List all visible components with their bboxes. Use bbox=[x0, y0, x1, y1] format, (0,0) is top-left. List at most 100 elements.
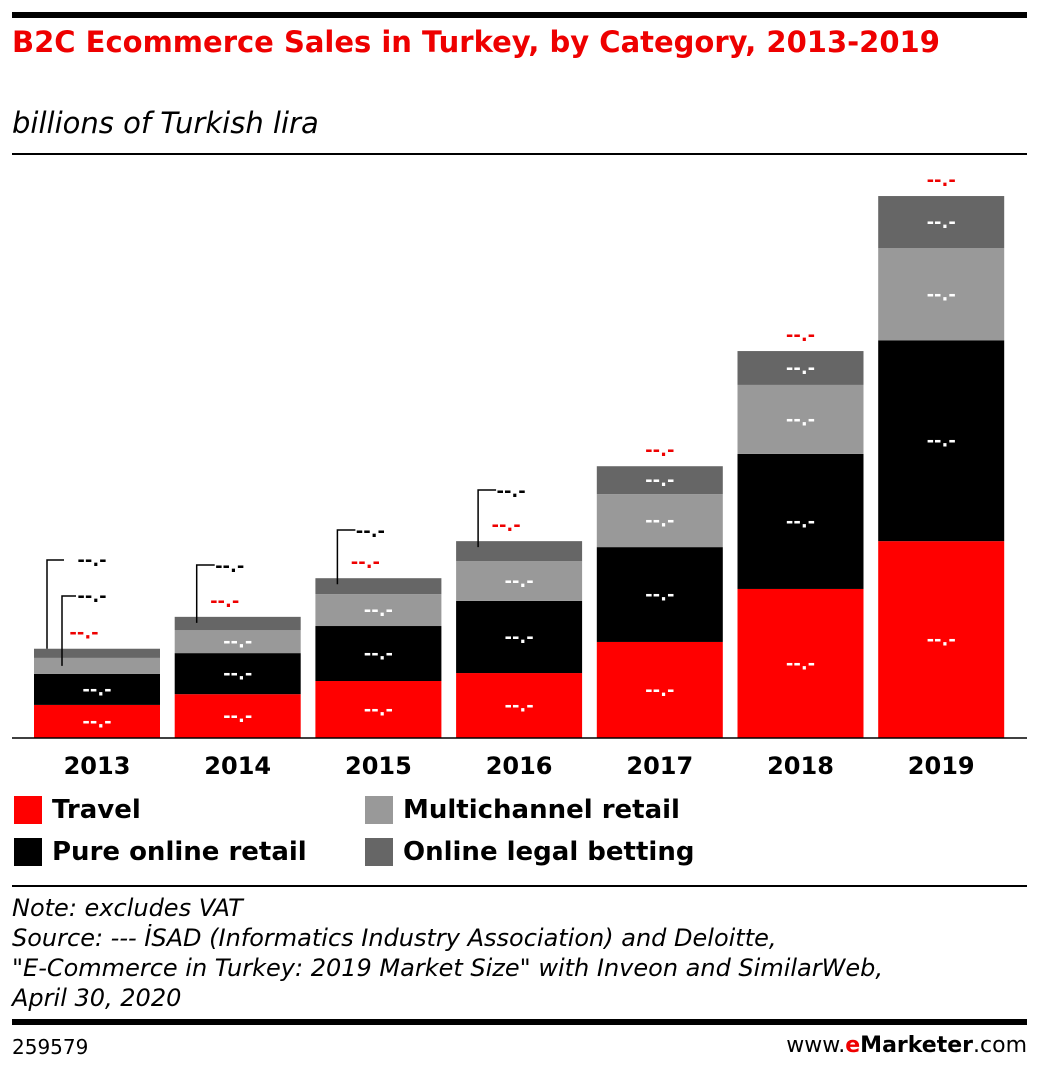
legend-label: Multichannel retail bbox=[403, 795, 680, 825]
bar-multichannel-retail-2016 bbox=[456, 561, 583, 601]
bar-travel-2013 bbox=[34, 704, 160, 738]
bar-pure-online-retail-2015 bbox=[315, 626, 442, 682]
bar-pure-online-retail-2013 bbox=[34, 673, 160, 705]
x-tick-label-2013: 2013 bbox=[64, 752, 131, 780]
callout-line bbox=[61, 595, 76, 666]
data-label-pure-online-retail-2017: --.- bbox=[645, 585, 674, 606]
bar-travel-2016 bbox=[456, 673, 583, 738]
data-label-pure-online-retail-2015: --.- bbox=[364, 644, 393, 665]
bar-pure-online-retail-2017 bbox=[596, 547, 723, 642]
legend-swatch bbox=[365, 796, 393, 824]
bar-pure-online-retail-2014 bbox=[174, 653, 301, 695]
data-label-travel-2013: --.- bbox=[82, 711, 111, 732]
bar-travel-2018 bbox=[737, 588, 864, 738]
bar-online-legal-betting-2017 bbox=[596, 466, 723, 495]
bar-online-legal-betting-2018 bbox=[737, 351, 864, 385]
chart-id: 259579 bbox=[12, 1035, 89, 1059]
data-label-multichannel-retail-2014: --.- bbox=[223, 632, 252, 653]
data-label-total-2019: --.- bbox=[927, 170, 956, 191]
data-label-multichannel-retail-2017: --.- bbox=[645, 511, 674, 532]
data-label-online-legal-betting-2018: --.- bbox=[786, 358, 815, 379]
data-label-travel-2015: --.- bbox=[364, 700, 393, 721]
bar-online-legal-betting-2016 bbox=[456, 541, 583, 562]
bar-multichannel-retail-2014 bbox=[174, 630, 301, 654]
data-label-online-legal-betting-2015: --.- bbox=[356, 521, 385, 542]
data-label-online-legal-betting-2017: --.- bbox=[645, 470, 674, 491]
chart-title: B2C Ecommerce Sales in Turkey, by Catego… bbox=[12, 25, 940, 59]
legend-swatch bbox=[14, 838, 42, 866]
bar-multichannel-retail-2019 bbox=[878, 248, 1005, 341]
legend-swatch bbox=[14, 796, 42, 824]
note: Note: excludes VAT bbox=[12, 894, 243, 922]
legend-item-betting: Online legal betting bbox=[365, 837, 694, 867]
data-label-pure-online-retail-2016: --.- bbox=[504, 627, 533, 648]
stacked-bar-chart: --.- --.- --.- --.- --.- 2013 --.- --.- --.- --.-… bbox=[12, 170, 1027, 780]
title-rule bbox=[12, 153, 1027, 155]
legend-item-pure-online: Pure online retail bbox=[14, 837, 307, 867]
bar-travel-2019 bbox=[878, 541, 1005, 738]
bar-multichannel-retail-2013 bbox=[34, 657, 160, 674]
source-line: Source: --- İSAD (Informatics Industry A… bbox=[12, 924, 777, 952]
notes-rule bbox=[12, 885, 1027, 887]
x-tick-label-2015: 2015 bbox=[345, 752, 412, 780]
bar-pure-online-retail-2019 bbox=[878, 340, 1005, 542]
legend-item-travel: Travel bbox=[14, 795, 141, 825]
legend-label: Pure online retail bbox=[52, 837, 307, 867]
callout-line bbox=[336, 529, 356, 585]
data-label-online-legal-betting-2016: --.- bbox=[496, 481, 525, 502]
x-tick-label-2016: 2016 bbox=[486, 752, 553, 780]
callout-line bbox=[477, 489, 497, 548]
bar-multichannel-retail-2018 bbox=[737, 384, 864, 454]
bar-multichannel-retail-2017 bbox=[596, 494, 723, 548]
data-label-total-2015: --.- bbox=[351, 552, 380, 573]
bar-online-legal-betting-2014 bbox=[174, 616, 301, 631]
data-label-travel-2014: --.- bbox=[223, 706, 252, 727]
data-label-multichannel-retail-2015: --.- bbox=[364, 600, 393, 621]
data-label-total-2017: --.- bbox=[645, 440, 674, 461]
bottom-rule bbox=[12, 1019, 1027, 1025]
bar-travel-2014 bbox=[174, 694, 301, 738]
x-tick-label-2019: 2019 bbox=[908, 752, 975, 780]
x-tick-label-2017: 2017 bbox=[626, 752, 693, 780]
legend-label: Travel bbox=[52, 795, 141, 825]
data-label-pure-online-retail-2018: --.- bbox=[786, 511, 815, 532]
bar-travel-2017 bbox=[596, 641, 723, 738]
data-label-multichannel-retail-2013: --.- bbox=[77, 586, 106, 607]
legend-swatch bbox=[365, 838, 393, 866]
legend-item-multichannel: Multichannel retail bbox=[365, 795, 680, 825]
data-label-travel-2018: --.- bbox=[786, 653, 815, 674]
bar-pure-online-retail-2016 bbox=[456, 600, 583, 674]
data-label-travel-2016: --.- bbox=[504, 696, 533, 717]
data-label-pure-online-retail-2019: --.- bbox=[927, 431, 956, 452]
data-label-travel-2017: --.- bbox=[645, 680, 674, 701]
source-line: April 30, 2020 bbox=[12, 984, 182, 1012]
data-label-multichannel-retail-2019: --.- bbox=[927, 284, 956, 305]
x-tick-label-2014: 2014 bbox=[204, 752, 271, 780]
emarketer-logo[interactable]: www.eMarketer.com bbox=[786, 1033, 1027, 1058]
data-label-online-legal-betting-2019: --.- bbox=[927, 212, 956, 233]
data-label-total-2018: --.- bbox=[786, 325, 815, 346]
bar-multichannel-retail-2015 bbox=[315, 594, 442, 627]
data-label-multichannel-retail-2018: --.- bbox=[786, 409, 815, 430]
top-rule bbox=[12, 12, 1027, 18]
legend-label: Online legal betting bbox=[403, 837, 695, 867]
data-label-multichannel-retail-2016: --.- bbox=[504, 571, 533, 592]
bar-online-legal-betting-2015 bbox=[315, 578, 442, 595]
data-label-travel-2019: --.- bbox=[927, 630, 956, 651]
bar-online-legal-betting-2013 bbox=[34, 648, 160, 658]
data-label-pure-online-retail-2014: --.- bbox=[223, 664, 252, 685]
chart-subtitle: billions of Turkish lira bbox=[12, 106, 319, 140]
x-tick-label-2018: 2018 bbox=[767, 752, 834, 780]
callout-line bbox=[195, 564, 215, 623]
data-label-online-legal-betting-2014: --.- bbox=[215, 556, 244, 577]
bar-online-legal-betting-2019 bbox=[878, 196, 1005, 249]
data-label-pure-online-retail-2013: --.- bbox=[82, 679, 111, 700]
bar-travel-2015 bbox=[315, 681, 442, 738]
bar-pure-online-retail-2018 bbox=[737, 453, 864, 589]
callout-line bbox=[46, 559, 64, 649]
data-label-total-2016: --.- bbox=[491, 515, 520, 536]
data-label-online-legal-betting-2013: --.- bbox=[77, 550, 106, 571]
source-line: "E-Commerce in Turkey: 2019 Market Size"… bbox=[12, 954, 883, 982]
data-label-total-2014: --.- bbox=[210, 591, 239, 612]
